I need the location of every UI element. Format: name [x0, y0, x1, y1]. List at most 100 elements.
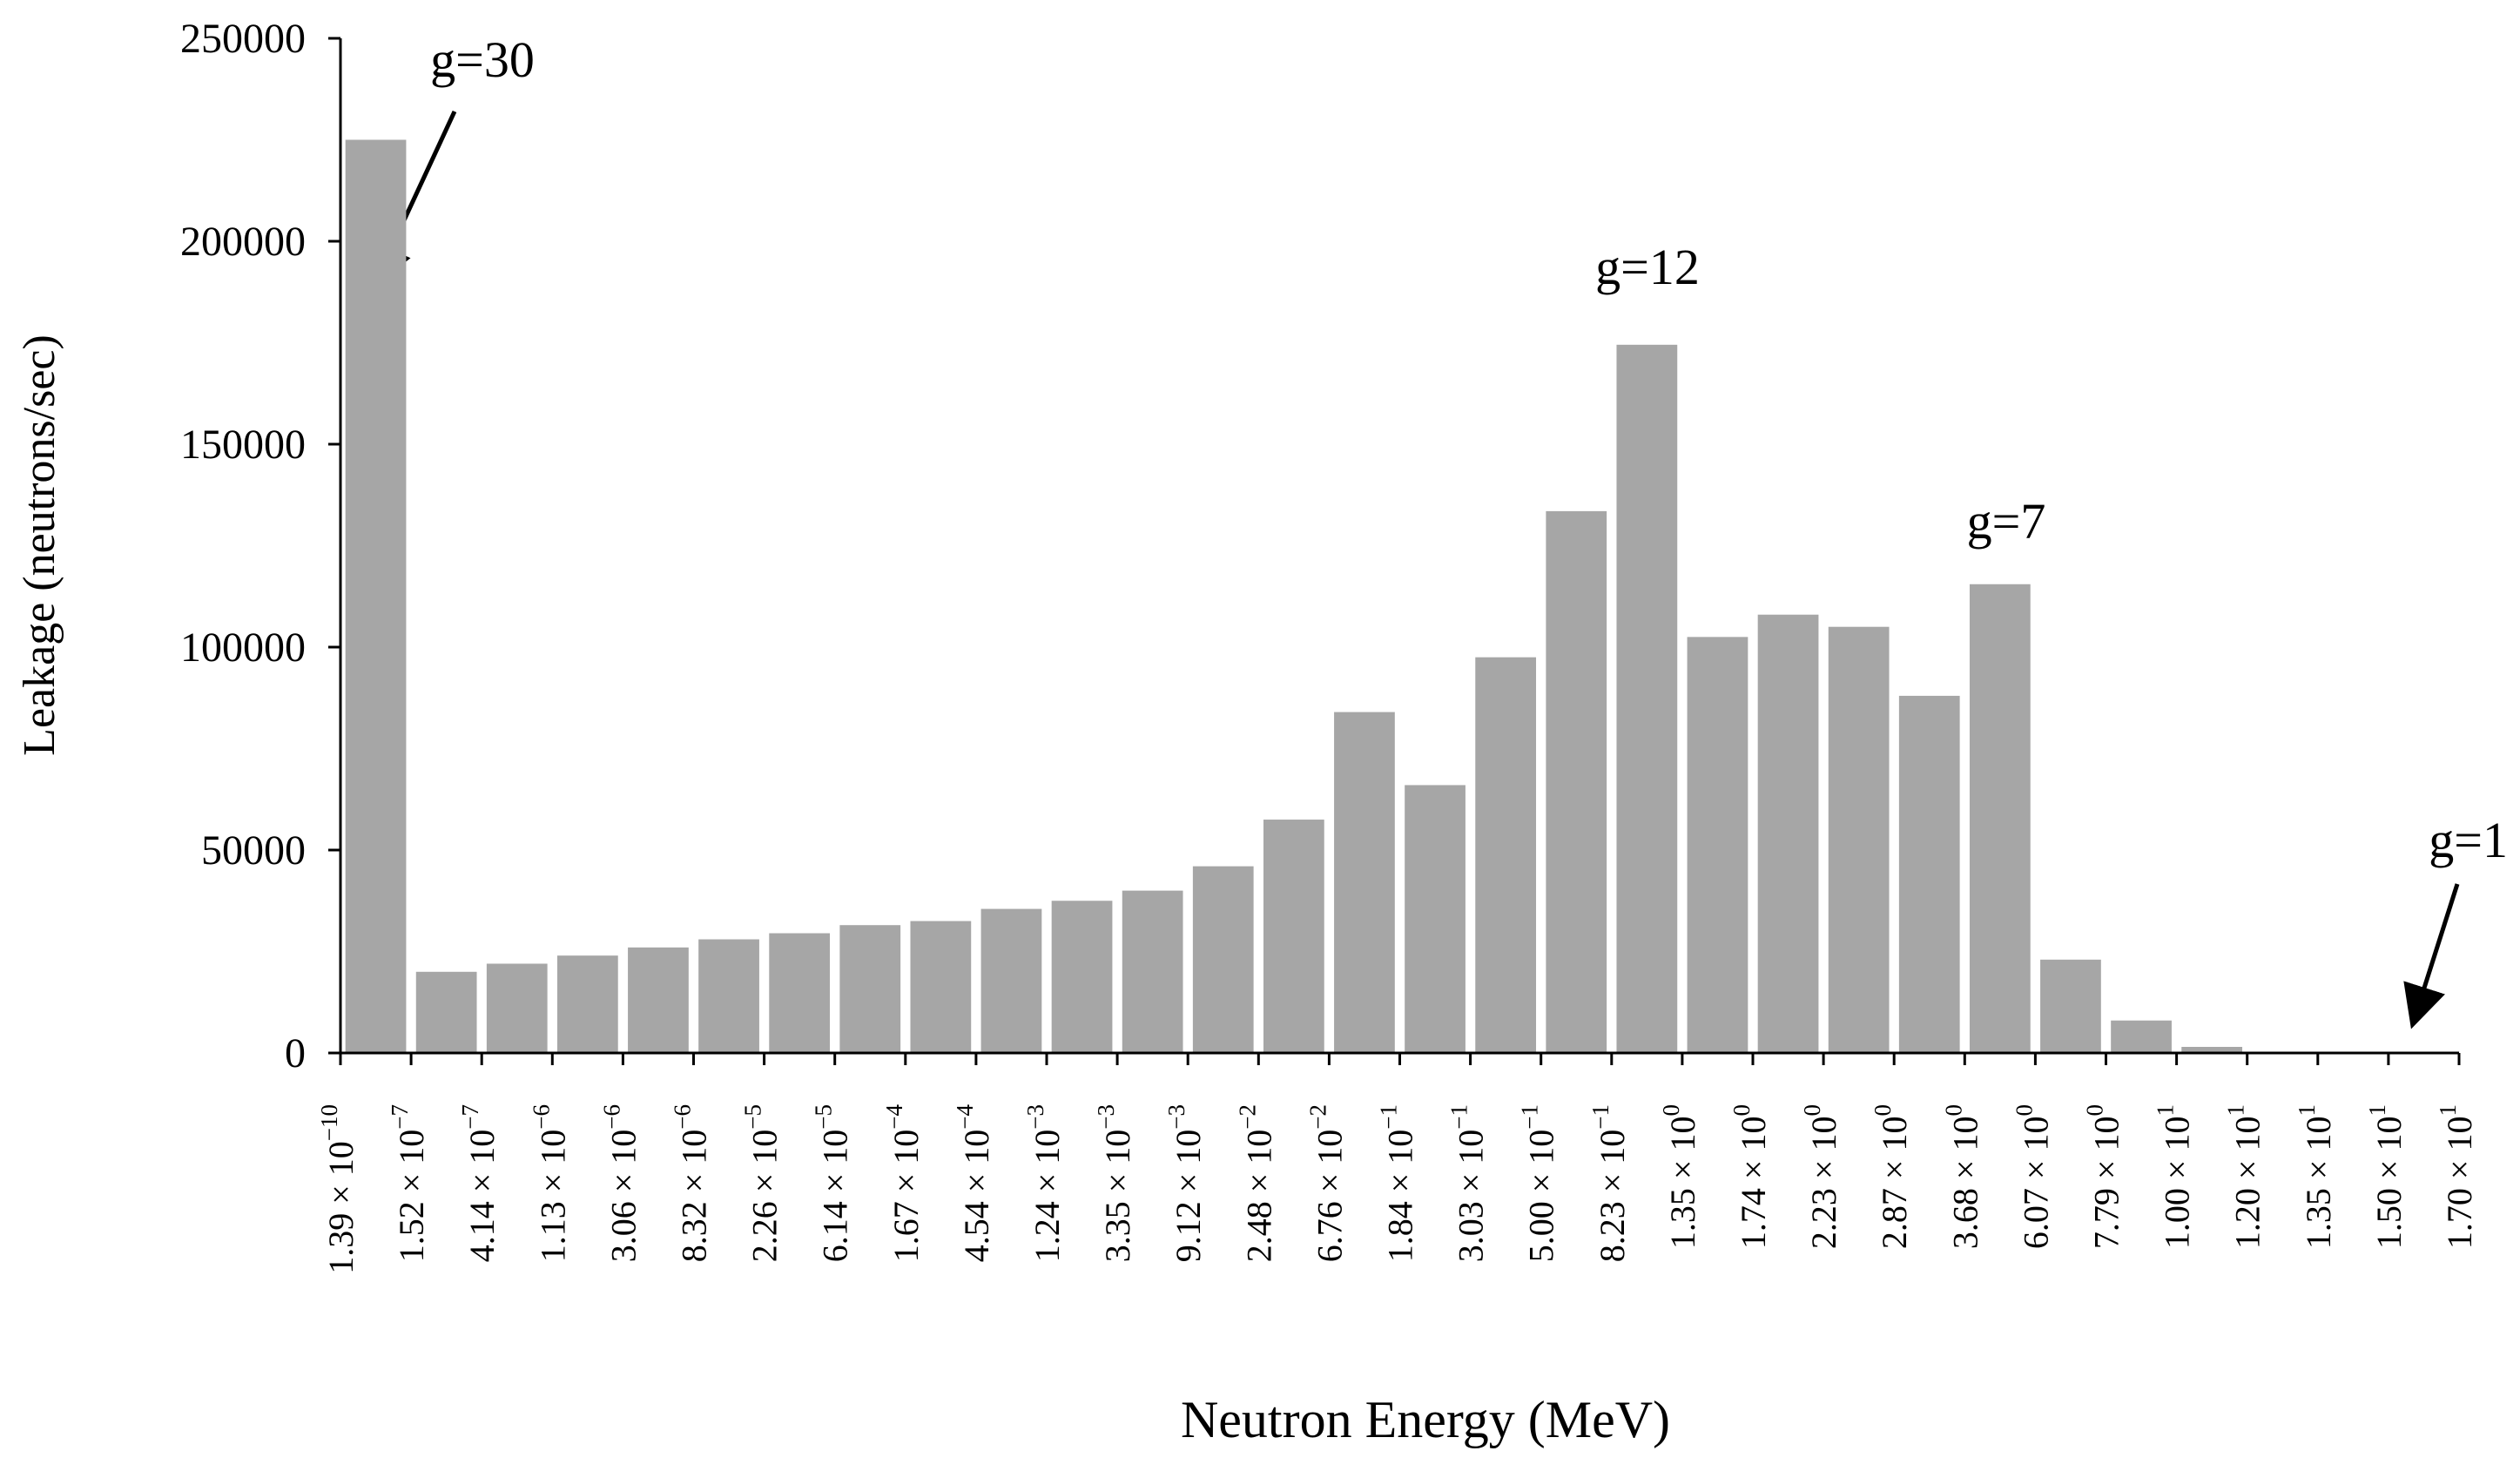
x-tick-label: 1.67 × 10−4: [881, 1104, 926, 1263]
y-axis-label: Leakage (neutrons/sec): [15, 334, 64, 756]
x-tick-label-mantissa: 1.50 × 10: [2369, 1117, 2409, 1250]
x-tick-label-mantissa: 4.14 × 10: [462, 1130, 502, 1263]
x-tick-label: 3.06 × 10−6: [598, 1104, 643, 1262]
x-tick-label: 5.00 × 10−1: [1517, 1104, 1561, 1262]
bar: [1263, 820, 1324, 1053]
y-tick-label: 100000: [180, 624, 306, 671]
x-tick-label-mantissa: 6.14 × 10: [816, 1130, 855, 1263]
x-tick-label-mantissa: 1.70 × 10: [2440, 1117, 2479, 1250]
x-tick-label-mantissa: 8.23 × 10: [1593, 1130, 1632, 1263]
x-tick-label-mantissa: 1.35 × 10: [2299, 1117, 2338, 1250]
bar: [769, 933, 831, 1053]
x-tick-label-mantissa: 2.48 × 10: [1239, 1130, 1278, 1263]
bar: [1051, 901, 1113, 1053]
x-tick-label: 1.70 × 101: [2435, 1104, 2479, 1249]
x-tick-label-exponent: 1: [2364, 1104, 2390, 1117]
x-tick-label-exponent: −4: [881, 1104, 907, 1130]
bar: [628, 947, 689, 1053]
x-tick-label-exponent: −6: [528, 1104, 554, 1130]
bar: [698, 939, 759, 1053]
x-tick-label: 2.26 × 10−5: [740, 1104, 785, 1262]
x-tick-label: 1.50 × 101: [2364, 1104, 2409, 1249]
x-tick-label-mantissa: 6.07 × 10: [2016, 1117, 2055, 1250]
x-tick-label: 1.39 × 10−10: [316, 1104, 360, 1274]
x-tick-label-exponent: −6: [670, 1104, 696, 1130]
bar: [1122, 890, 1183, 1053]
bar: [1898, 695, 1960, 1053]
x-tick-label-exponent: −5: [740, 1104, 766, 1130]
x-tick-label-mantissa: 1.35 × 10: [1663, 1117, 1702, 1250]
x-tick-label: 9.12 × 10−3: [1163, 1104, 1208, 1262]
x-tick-label-exponent: 0: [2011, 1104, 2037, 1117]
x-tick-label-exponent: −1: [1517, 1104, 1543, 1130]
x-tick-label: 6.14 × 10−5: [811, 1104, 855, 1262]
x-tick-label: 8.23 × 10−1: [1587, 1104, 1632, 1262]
x-tick-label-exponent: 0: [2082, 1104, 2108, 1117]
x-tick-label-mantissa: 5.00 × 10: [1522, 1130, 1561, 1263]
x-tick-label-mantissa: 1.74 × 10: [1734, 1117, 1773, 1250]
x-tick-label-mantissa: 6.76 × 10: [1310, 1130, 1349, 1263]
bar: [1475, 657, 1537, 1053]
bar: [1828, 626, 1890, 1053]
x-tick-label: 1.35 × 101: [2294, 1104, 2338, 1249]
x-tick-label-mantissa: 1.39 × 10: [321, 1141, 360, 1274]
bar: [1546, 510, 1607, 1053]
x-tick-label: 3.03 × 10−1: [1446, 1104, 1491, 1262]
x-tick-label: 2.23 × 100: [1799, 1104, 1843, 1249]
x-tick-label-mantissa: 1.00 × 10: [2158, 1117, 2197, 1250]
bar: [2111, 1020, 2172, 1053]
x-tick-label-mantissa: 3.68 × 10: [1945, 1117, 1984, 1250]
x-tick-label-exponent: 0: [1799, 1104, 1825, 1117]
bar: [2040, 959, 2101, 1053]
x-tick-label-exponent: −5: [811, 1104, 837, 1130]
x-tick-label: 6.07 × 100: [2011, 1104, 2055, 1249]
x-tick-label: 7.79 × 100: [2082, 1104, 2126, 1249]
x-tick-label-exponent: −1: [1446, 1104, 1472, 1130]
x-tick-label: 1.52 × 10−7: [387, 1104, 431, 1262]
bar: [486, 963, 548, 1053]
x-tick-label-mantissa: 3.03 × 10: [1452, 1130, 1491, 1263]
x-tick-label-mantissa: 2.26 × 10: [745, 1130, 785, 1263]
x-tick-label-mantissa: 1.13 × 10: [533, 1130, 572, 1263]
bar: [839, 925, 901, 1053]
x-tick-label: 2.87 × 100: [1870, 1104, 1914, 1249]
x-tick-label-exponent: −2: [1304, 1104, 1331, 1130]
y-tick-label: 50000: [201, 827, 306, 874]
bar: [2181, 1047, 2243, 1053]
x-tick-label: 8.32 × 10−6: [670, 1104, 714, 1262]
x-tick-label: 1.84 × 10−1: [1376, 1104, 1420, 1262]
annotation: g=7: [1967, 493, 2046, 550]
bar: [1192, 866, 1254, 1053]
x-tick-label-exponent: −1: [1376, 1104, 1402, 1130]
bar: [1334, 712, 1395, 1053]
bar: [980, 908, 1042, 1053]
x-tick-label-mantissa: 1.24 × 10: [1028, 1130, 1067, 1263]
x-tick-label: 1.20 × 101: [2223, 1104, 2267, 1249]
x-tick-label-exponent: 0: [1940, 1104, 1966, 1117]
y-tick-label: 150000: [180, 422, 306, 468]
x-tick-label-exponent: −7: [457, 1104, 483, 1130]
x-tick-label-exponent: 1: [2153, 1104, 2179, 1117]
x-tick-label-mantissa: 1.52 × 10: [392, 1130, 431, 1263]
x-tick-label-mantissa: 2.23 × 10: [1804, 1117, 1843, 1250]
x-tick-label-mantissa: 3.35 × 10: [1098, 1130, 1137, 1263]
y-tick-label: 200000: [180, 219, 306, 265]
x-tick-label-mantissa: 1.67 × 10: [886, 1130, 926, 1263]
x-tick-label-exponent: 1: [2294, 1104, 2320, 1117]
x-tick-label-mantissa: 9.12 × 10: [1169, 1130, 1208, 1263]
x-tick-label-exponent: −7: [387, 1104, 413, 1130]
annotation: g=1: [2429, 812, 2508, 868]
x-tick-label-exponent: 0: [1728, 1104, 1755, 1117]
x-tick-label: 3.68 × 100: [1940, 1104, 1984, 1249]
x-tick-label-exponent: −4: [952, 1104, 978, 1130]
x-tick-label-exponent: −1: [1587, 1104, 1614, 1130]
x-tick-label: 1.00 × 101: [2153, 1104, 2197, 1249]
x-tick-label: 1.74 × 100: [1728, 1104, 1773, 1249]
bar: [910, 921, 972, 1053]
x-tick-label: 1.13 × 10−6: [528, 1104, 572, 1262]
bar: [1405, 785, 1466, 1053]
x-tick-label: 3.35 × 10−3: [1093, 1104, 1137, 1262]
bar: [415, 971, 477, 1053]
x-tick-label-mantissa: 2.87 × 10: [1875, 1117, 1914, 1250]
